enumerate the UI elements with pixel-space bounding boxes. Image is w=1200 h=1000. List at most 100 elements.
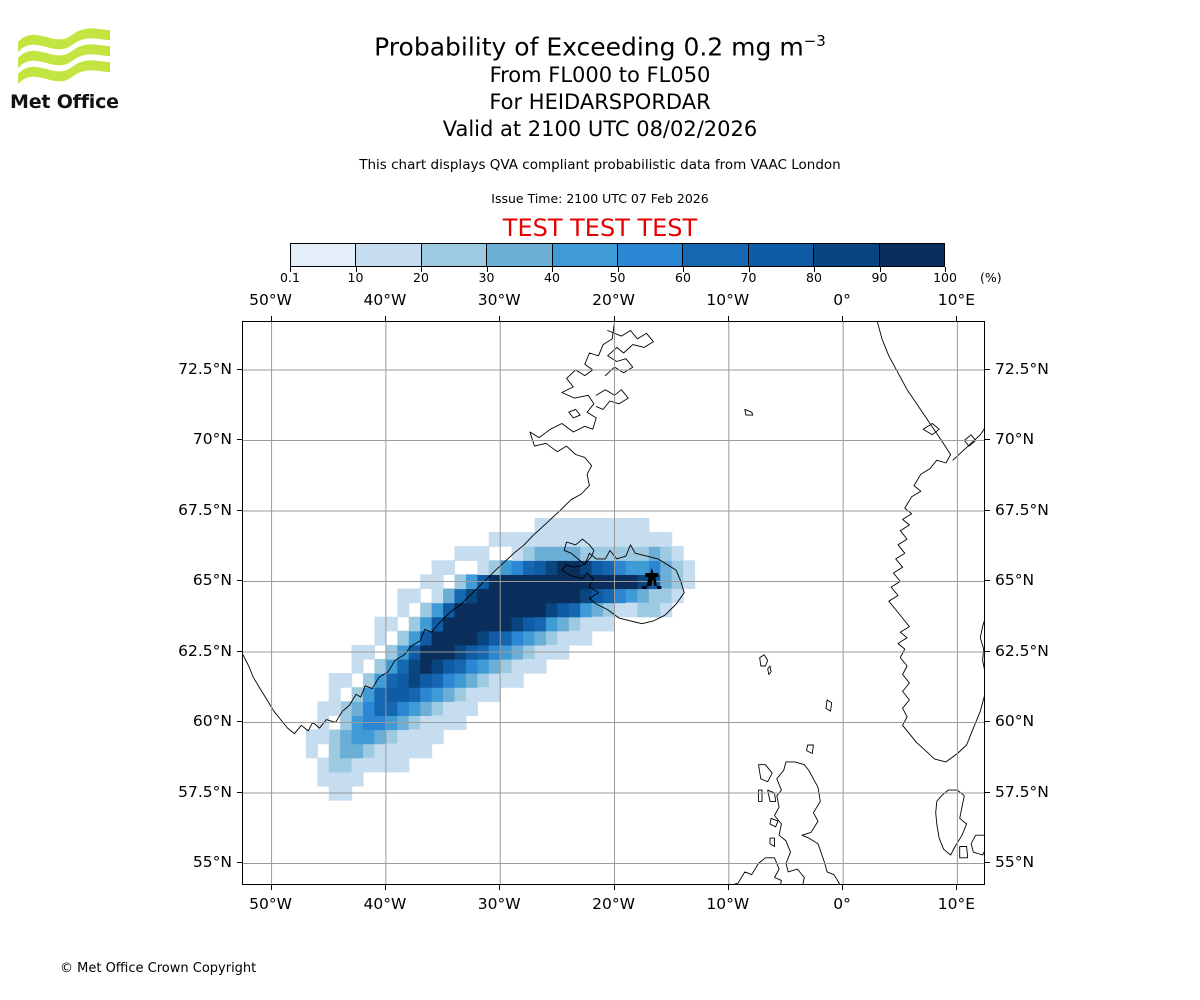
probability-cell bbox=[523, 658, 536, 674]
probability-cell bbox=[488, 658, 501, 674]
probability-cell bbox=[443, 616, 456, 632]
probability-cell bbox=[454, 630, 467, 646]
probability-cell bbox=[660, 588, 673, 604]
probability-cell bbox=[374, 630, 387, 646]
probability-cell bbox=[591, 532, 604, 547]
probability-cell bbox=[511, 673, 524, 688]
probability-cell bbox=[363, 757, 376, 773]
probability-cell bbox=[488, 687, 501, 702]
lon-tick-bottom bbox=[270, 885, 272, 890]
probability-cell bbox=[500, 532, 513, 547]
probability-cell bbox=[317, 701, 330, 716]
probability-cell bbox=[511, 588, 524, 604]
probability-cell bbox=[534, 560, 547, 575]
lon-label-bottom-3: 20°W bbox=[592, 895, 635, 913]
probability-cell bbox=[568, 517, 581, 533]
colorbar-tick bbox=[748, 267, 750, 272]
lat-tick-left bbox=[237, 862, 242, 864]
probability-cell bbox=[465, 616, 478, 632]
lon-tick-bottom bbox=[613, 885, 615, 890]
probability-cell bbox=[603, 517, 616, 533]
coastline-path bbox=[758, 764, 773, 783]
probability-cell bbox=[317, 757, 330, 773]
lat-label-left-1: 57.5°N bbox=[178, 782, 232, 801]
probability-cell bbox=[580, 588, 593, 604]
probability-cell bbox=[385, 616, 398, 632]
probability-cell bbox=[454, 701, 467, 716]
probability-cell bbox=[317, 729, 330, 745]
probability-cell bbox=[477, 630, 490, 646]
probability-cell bbox=[351, 658, 364, 674]
probability-cell bbox=[454, 588, 467, 604]
lon-label-bottom-5: 0° bbox=[833, 895, 851, 913]
lon-label-bottom-4: 10°W bbox=[706, 895, 750, 913]
lat-tick-left bbox=[237, 791, 242, 793]
probability-cell bbox=[557, 560, 570, 575]
probability-cell bbox=[385, 673, 398, 688]
probability-cell bbox=[557, 602, 570, 618]
lon-tick-top bbox=[956, 316, 958, 321]
lat-label-right-5: 67.5°N bbox=[995, 500, 1049, 519]
probability-cell bbox=[568, 560, 581, 575]
probability-cell bbox=[408, 743, 421, 759]
lon-tick-top bbox=[384, 316, 386, 321]
probability-cell bbox=[580, 546, 593, 561]
map-plot-area[interactable] bbox=[242, 321, 985, 885]
probability-cell bbox=[454, 673, 467, 688]
probability-cell bbox=[534, 630, 547, 646]
probability-cell bbox=[431, 701, 444, 716]
probability-cell bbox=[545, 517, 558, 533]
probability-cell bbox=[660, 602, 673, 618]
lat-tick-right bbox=[985, 862, 990, 864]
volcano-marker-icon bbox=[642, 568, 662, 590]
coastline-path bbox=[774, 761, 841, 884]
probability-cell bbox=[637, 602, 650, 618]
colorbar bbox=[290, 243, 945, 267]
probability-cell bbox=[443, 687, 456, 702]
coastline-path bbox=[767, 789, 777, 802]
probability-cell bbox=[614, 517, 627, 533]
probability-cell bbox=[637, 560, 650, 575]
probability-cell bbox=[351, 687, 364, 702]
lon-label-top-0: 50°W bbox=[249, 291, 292, 309]
probability-cell bbox=[465, 602, 478, 618]
probability-cell bbox=[420, 630, 433, 646]
probability-cell bbox=[671, 546, 684, 561]
probability-cell bbox=[443, 588, 456, 604]
probability-cell bbox=[374, 757, 387, 773]
probability-cell bbox=[465, 687, 478, 702]
coastline-path bbox=[979, 620, 984, 670]
probability-cell bbox=[477, 602, 490, 618]
colorbar-tick-label-60: 60 bbox=[675, 270, 691, 285]
probability-cell bbox=[534, 532, 547, 547]
lon-tick-top bbox=[499, 316, 501, 321]
lat-tick-left bbox=[237, 368, 242, 370]
probability-cell bbox=[408, 616, 421, 632]
probability-cell bbox=[557, 630, 570, 646]
probability-cell bbox=[534, 658, 547, 674]
lat-label-right-1: 57.5°N bbox=[995, 782, 1049, 801]
probability-cell bbox=[431, 560, 444, 575]
probability-cell bbox=[660, 560, 673, 575]
probability-cell bbox=[340, 757, 353, 773]
probability-cell bbox=[340, 673, 353, 688]
probability-cell bbox=[420, 658, 433, 674]
lat-tick-left bbox=[237, 509, 242, 511]
probability-cell bbox=[477, 546, 490, 561]
colorbar-segment-6 bbox=[682, 244, 748, 266]
probability-cell bbox=[397, 658, 410, 674]
colorbar-tick-label-40: 40 bbox=[544, 270, 560, 285]
lat-tick-left bbox=[237, 580, 242, 582]
probability-cell bbox=[603, 588, 616, 604]
probability-cell bbox=[397, 729, 410, 745]
page-title: Probability of Exceeding 0.2 mg m−3 From… bbox=[0, 26, 1200, 143]
probability-cell bbox=[591, 588, 604, 604]
lon-tick-top bbox=[727, 316, 729, 321]
probability-cell bbox=[568, 546, 581, 561]
coastline-path bbox=[959, 846, 969, 859]
lat-tick-left bbox=[237, 721, 242, 723]
probability-cell bbox=[431, 687, 444, 702]
lat-label-right-3: 62.5°N bbox=[995, 641, 1049, 660]
probability-cell bbox=[397, 673, 410, 688]
lon-tick-top bbox=[270, 316, 272, 321]
